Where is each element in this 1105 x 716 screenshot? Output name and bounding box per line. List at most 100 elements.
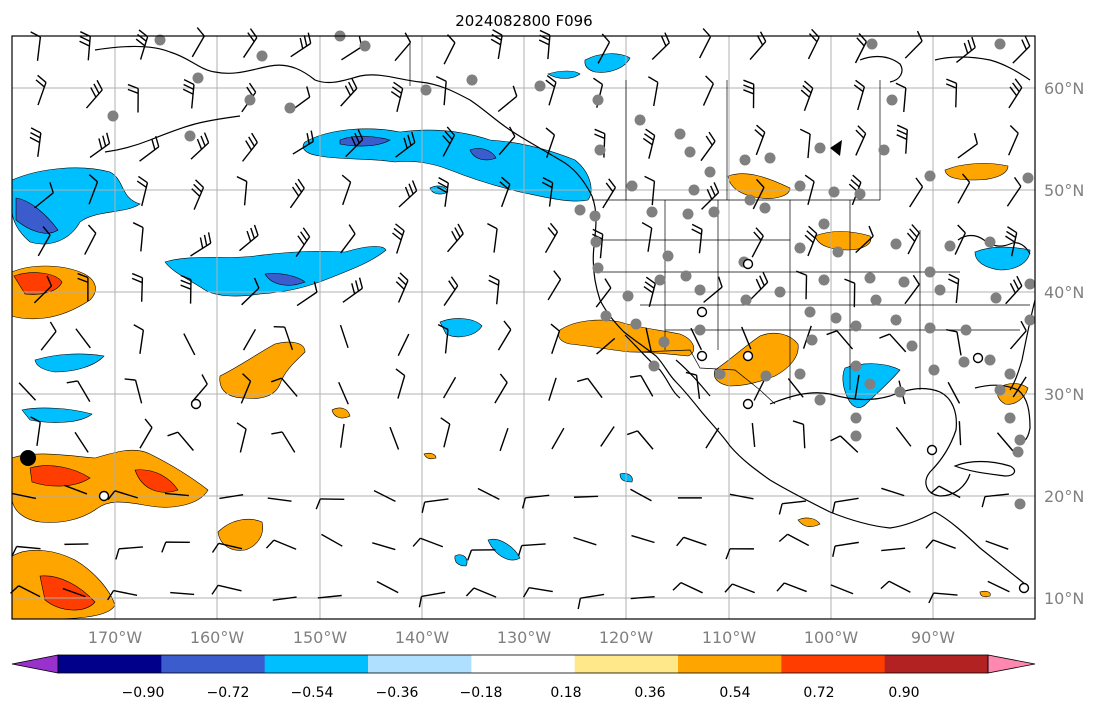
station-dot [985,237,996,248]
colorbar-tick-label: −0.90 [122,685,165,701]
station-dot [245,95,256,106]
station-dot [681,271,692,282]
station-dot [1025,315,1036,326]
station-dot [108,111,119,122]
station-dot [833,247,844,258]
station-dot [795,243,806,254]
lon-label-90: 90°W [911,628,955,647]
station-dot [601,311,612,322]
lat-label-60: 60°N [1044,79,1084,98]
station-dot [1023,173,1034,184]
lon-label-160: 160°W [190,628,245,647]
station-dot [1005,413,1016,424]
station-dot [959,357,970,368]
station-dot [193,73,204,84]
lon-label-130: 130°W [497,628,552,647]
station-dot [829,187,840,198]
colorbar-segment [58,655,162,673]
colorbar-tick-label: −0.36 [376,685,419,701]
lon-label-170: 170°W [88,628,143,647]
wind-barb [574,496,598,497]
station-dot [895,387,906,398]
station-dot [891,315,902,326]
lon-label-140: 140°W [395,628,450,647]
station-dot [995,39,1006,50]
station-dot [675,129,686,140]
station-dot [715,369,726,380]
station-dot [740,155,751,166]
colorbar-extend-low [12,655,58,673]
station-dot [421,85,432,96]
station-dot [1015,499,1026,510]
station-dot [683,209,694,220]
station-dot [795,181,806,192]
station-dot [851,431,862,442]
station-dot [815,395,826,406]
colorbar-segment [781,655,885,673]
colorbar-segment [885,655,989,673]
colorbar-tick-label: 0.72 [803,685,834,701]
station-dot [891,239,902,250]
station-dot [593,95,604,106]
station-dot [745,195,756,206]
station-dot [593,263,604,274]
station-dot [865,273,876,284]
colorbar-labels: −0.90 −0.72 −0.54 −0.36 −0.18 0.18 0.36 … [122,685,920,701]
station-dot [705,167,716,178]
station-dot [649,361,660,372]
station-dot [623,291,634,302]
station-dot [595,145,606,156]
station-dot [709,207,720,218]
station-dot [865,379,876,390]
station-dot [929,365,940,376]
colorbar-tick-label: 0.36 [634,685,665,701]
station-dot [695,285,706,296]
station-dot [907,341,918,352]
station-dot [995,385,1006,396]
station-dot [185,131,196,142]
station-dot [991,293,1002,304]
station-circle [974,354,983,363]
station-dot [685,147,696,158]
station-dot [879,145,890,156]
station-dot [819,275,830,286]
station-dot [1025,279,1036,290]
lat-label-10: 10°N [1044,589,1084,608]
colorbar-tick-label: 0.18 [550,685,581,701]
station-dot [925,323,936,334]
station-dot [1015,435,1026,446]
station-dot [689,185,700,196]
station-dot [867,39,878,50]
colorbar-segment [575,655,679,673]
lon-label-120: 120°W [599,628,654,647]
station-circle [100,492,109,501]
station-dot [285,103,296,114]
marker-filled-black [20,450,36,466]
station-dot [761,371,772,382]
station-dot [851,361,862,372]
station-dot [659,337,670,348]
station-circle [698,352,707,361]
longitude-labels: 170°W 160°W 150°W 140°W 130°W 120°W 110°… [88,628,955,647]
station-dot [899,277,910,288]
station-dot [647,207,658,218]
latitude-labels: 60°N 50°N 40°N 30°N 20°N 10°N [1044,79,1084,608]
station-dot [591,237,602,248]
station-dot [807,335,818,346]
station-circle [744,352,753,361]
map-panel [11,28,1036,619]
colorbar-segment [265,655,369,673]
lat-label-30: 30°N [1044,385,1084,404]
colorbar-segment [368,655,472,673]
station-dot [631,319,642,330]
station-dot [855,189,866,200]
station-dot [851,413,862,424]
lat-label-20: 20°N [1044,487,1084,506]
station-dot [819,219,830,230]
colorbar-tick-label: −0.72 [207,685,250,701]
station-dot [961,325,972,336]
colorbar-extend-high [988,655,1035,673]
station-dot [590,211,601,222]
station-dot [795,369,806,380]
